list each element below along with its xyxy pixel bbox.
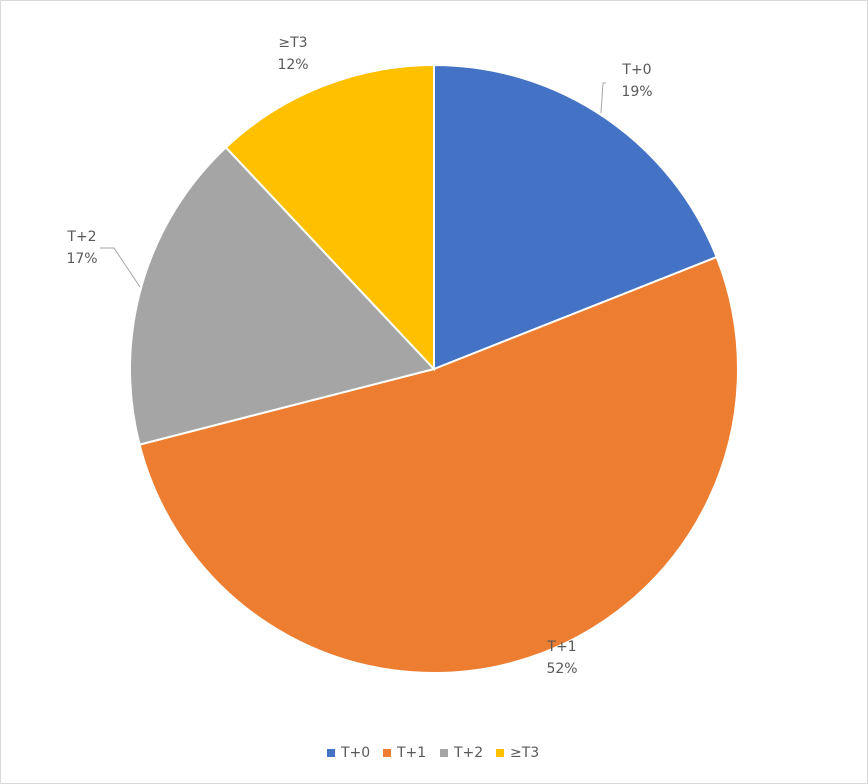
data-label-value: 12%: [277, 57, 308, 73]
data-label-category: T+0: [621, 62, 651, 78]
legend-label: T+1: [396, 745, 426, 761]
data-label-value: 19%: [621, 84, 652, 100]
legend-label: T+0: [340, 745, 370, 761]
pie-slice: [129, 145, 436, 446]
data-label-value: 52%: [546, 661, 577, 677]
data-label-value: 17%: [66, 251, 97, 267]
pie-slice: [138, 255, 739, 674]
pie-slice: [433, 63, 718, 371]
legend-marker: [327, 749, 335, 757]
legend-marker: [440, 749, 448, 757]
data-label-category: T+1: [546, 639, 576, 655]
leader-line: [600, 82, 606, 114]
legend-label: ≥T3: [510, 745, 539, 761]
legend-marker: [383, 749, 391, 757]
data-label-category: T+2: [66, 229, 96, 245]
leader-line: [100, 247, 141, 288]
data-label-category: ≥T3: [278, 35, 307, 51]
legend-label: T+2: [453, 745, 483, 761]
legend-marker: [496, 749, 504, 757]
pie-slice: [224, 63, 435, 372]
